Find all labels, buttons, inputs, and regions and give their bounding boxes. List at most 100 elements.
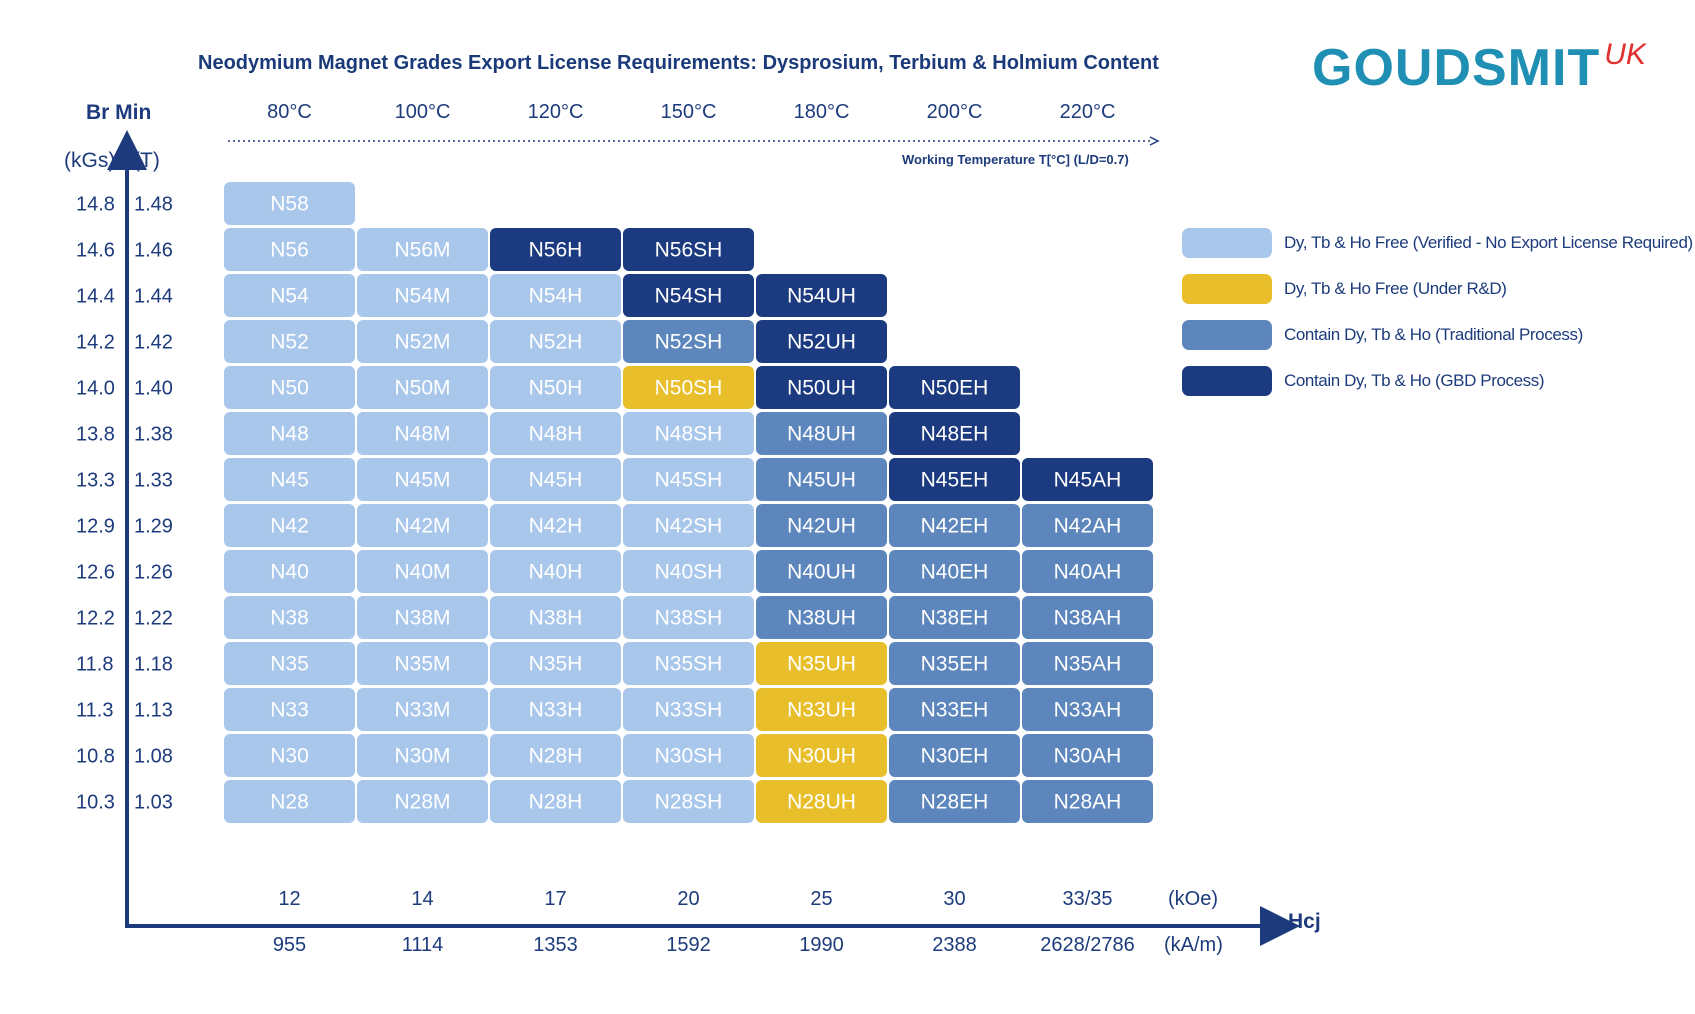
br-kgs-label: 12.2 xyxy=(76,608,115,630)
grade-label: N35AH xyxy=(1054,653,1122,676)
temperature-label: 180°C xyxy=(794,101,850,123)
grade-cell-free xyxy=(623,550,754,593)
temperature-label: 220°C xyxy=(1060,101,1116,123)
temperature-label: 200°C xyxy=(927,101,983,123)
grade-label: N48EH xyxy=(921,423,989,446)
grade-label: N48UH xyxy=(787,423,856,446)
br-kgs-label: 11.3 xyxy=(76,700,113,722)
br-kgs-label: 14.0 xyxy=(76,378,115,400)
hcj-unit-kam: (kA/m) xyxy=(1164,934,1223,956)
grade-cell-free xyxy=(623,458,754,501)
grade-label: N38EH xyxy=(921,607,989,630)
grade-label: N38SH xyxy=(655,607,723,630)
grade-cell-free xyxy=(224,688,355,731)
grade-label: N54M xyxy=(394,285,450,308)
br-kgs-label: 14.4 xyxy=(76,286,115,308)
grade-label: N45M xyxy=(394,469,450,492)
br-kgs-label: 14.8 xyxy=(76,194,115,216)
grade-cell-free xyxy=(490,734,621,777)
grade-label: N38 xyxy=(270,607,309,630)
grade-cell-free xyxy=(224,458,355,501)
grade-label: N42 xyxy=(270,515,309,538)
hcj-koe-label: 30 xyxy=(943,888,965,910)
grade-label: N50EH xyxy=(921,377,989,400)
hcj-kam-label: 1592 xyxy=(666,934,711,956)
grade-cell-free xyxy=(490,780,621,823)
grade-cell-free xyxy=(357,320,488,363)
temperature-label: 100°C xyxy=(395,101,451,123)
grade-cell-traditional xyxy=(756,458,887,501)
grade-label: N33H xyxy=(529,699,583,722)
grade-label: N45UH xyxy=(787,469,856,492)
grade-label: N28AH xyxy=(1054,791,1122,814)
grade-label: N28 xyxy=(270,791,309,814)
grade-cell-traditional xyxy=(889,642,1020,685)
grade-label: N48SH xyxy=(655,423,723,446)
br-tesla-label: 1.26 xyxy=(134,562,173,584)
grade-cell-gbd xyxy=(623,274,754,317)
grade-cell-traditional xyxy=(889,734,1020,777)
legend-swatch xyxy=(1182,366,1272,396)
grade-label: N28H xyxy=(529,791,583,814)
grade-cell-free xyxy=(490,458,621,501)
grade-cell-free xyxy=(623,642,754,685)
grade-cell-gbd xyxy=(623,228,754,271)
legend-label: Contain Dy, Tb & Ho (GBD Process) xyxy=(1284,371,1545,390)
grade-cell-traditional xyxy=(889,596,1020,639)
grade-cell-traditional xyxy=(1022,596,1153,639)
hcj-koe-label: 17 xyxy=(544,888,566,910)
grade-cell-rd xyxy=(623,366,754,409)
grade-cell-gbd xyxy=(889,458,1020,501)
grade-label: N56H xyxy=(529,239,583,262)
grade-label: N58 xyxy=(270,193,309,216)
grade-cell-free xyxy=(357,412,488,455)
grade-cell-rd xyxy=(756,780,887,823)
grade-label: N40 xyxy=(270,561,309,584)
grade-cell-free xyxy=(224,550,355,593)
grade-cell-traditional xyxy=(1022,734,1153,777)
grade-label: N40SH xyxy=(655,561,723,584)
hcj-kam-label: 1114 xyxy=(402,934,444,956)
grade-label: N35H xyxy=(529,653,583,676)
grade-cell-free xyxy=(357,642,488,685)
logo-sub-text: UK xyxy=(1604,38,1646,71)
hcj-unit-koe: (kOe) xyxy=(1168,888,1218,910)
grade-cell-traditional xyxy=(756,550,887,593)
grade-cell-traditional xyxy=(889,504,1020,547)
grade-cell-free xyxy=(224,320,355,363)
grade-cell-free xyxy=(357,688,488,731)
grade-cell-rd xyxy=(756,734,887,777)
br-kgs-label: 10.8 xyxy=(76,746,115,768)
grade-label: N45EH xyxy=(921,469,989,492)
grade-label: N52UH xyxy=(787,331,856,354)
br-kgs-label: 14.2 xyxy=(76,332,115,354)
grade-label: N30SH xyxy=(655,745,723,768)
grade-label: N33M xyxy=(394,699,450,722)
grade-label: N50H xyxy=(529,377,583,400)
grade-cell-traditional xyxy=(756,596,887,639)
grade-cell-traditional xyxy=(1022,688,1153,731)
grade-label: N42EH xyxy=(921,515,989,538)
grade-label: N50SH xyxy=(655,377,723,400)
grade-cell-free xyxy=(490,274,621,317)
grade-label: N52SH xyxy=(655,331,723,354)
legend-label: Dy, Tb & Ho Free (Verified - No Export L… xyxy=(1284,233,1693,252)
grade-label: N35SH xyxy=(655,653,723,676)
grade-label: N45SH xyxy=(655,469,723,492)
hcj-kam-label: 2628/2786 xyxy=(1040,934,1135,956)
grade-cell-free xyxy=(357,458,488,501)
grade-cell-free xyxy=(224,642,355,685)
br-tesla-label: 1.18 xyxy=(134,654,173,676)
grade-label: N35M xyxy=(394,653,450,676)
grade-cell-free xyxy=(490,550,621,593)
br-tesla-label: 1.48 xyxy=(134,194,173,216)
grade-label: N48M xyxy=(394,423,450,446)
grade-cell-free xyxy=(357,596,488,639)
grade-label: N35 xyxy=(270,653,309,676)
grade-label: N45H xyxy=(529,469,583,492)
grade-cell-traditional xyxy=(756,412,887,455)
grade-cell-gbd xyxy=(756,274,887,317)
br-tesla-label: 1.08 xyxy=(134,746,173,768)
grade-cell-gbd xyxy=(1022,458,1153,501)
